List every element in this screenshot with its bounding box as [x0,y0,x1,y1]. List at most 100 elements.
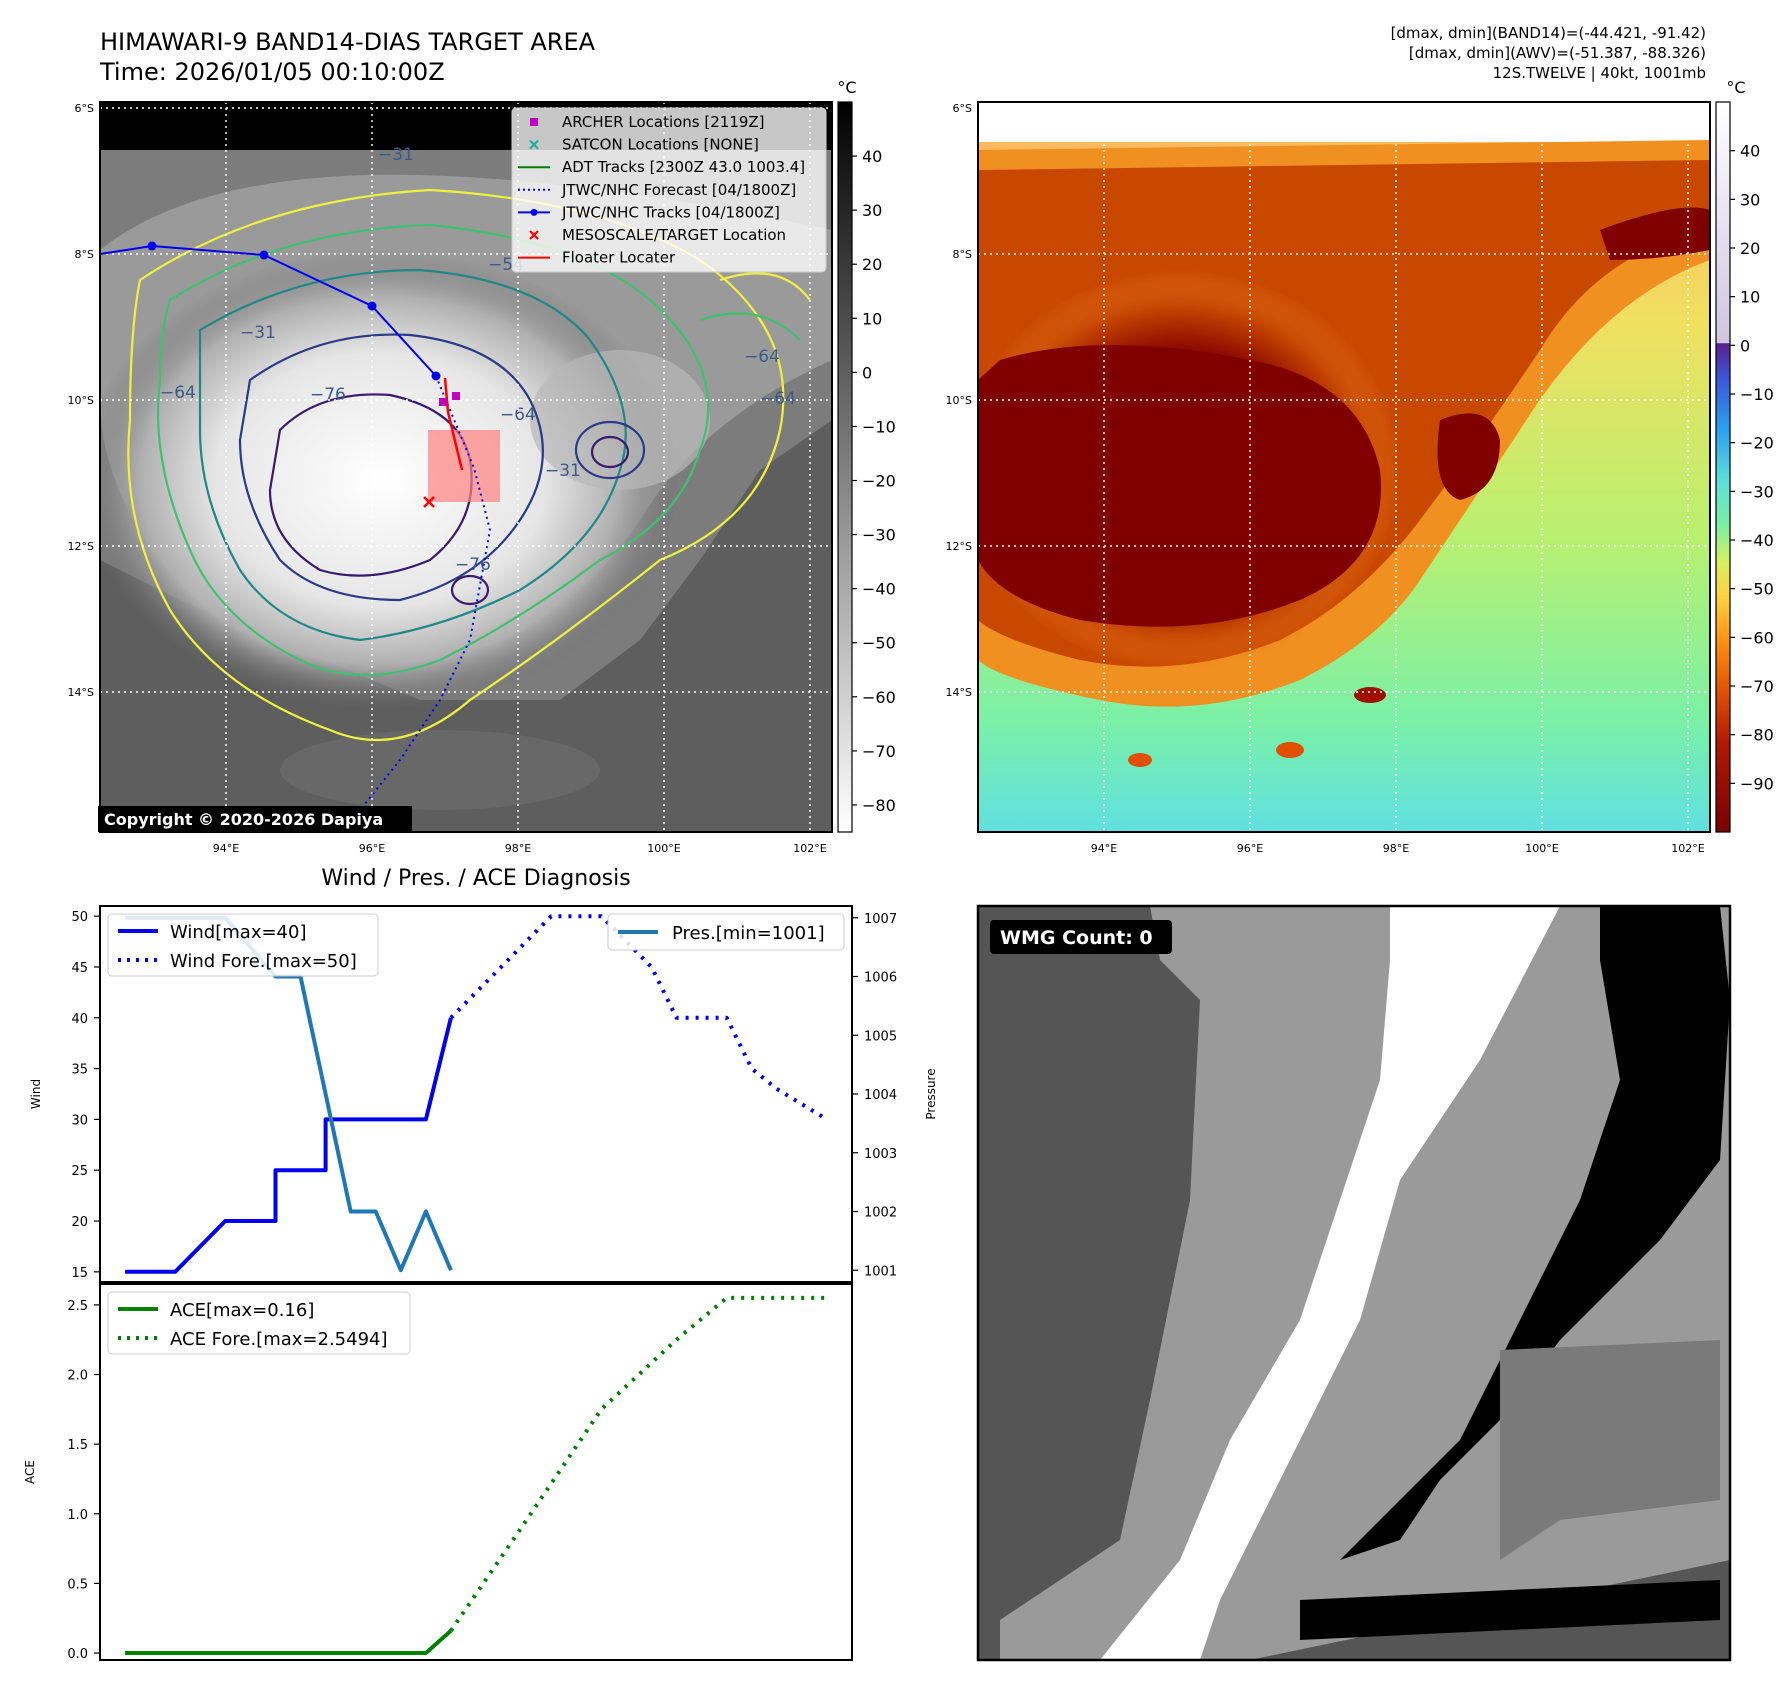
ir-legend-entry: ADT Tracks [2300Z 43.0 1003.4] [518,158,805,176]
colorbar-tick-label: −70 [862,742,896,761]
svg-text:94°E: 94°E [1091,842,1117,855]
ir-legend-entry: Floater Locater [518,249,676,267]
colorbar-tick-label: −10 [1740,385,1774,404]
awv-gridlines [978,102,1710,832]
awv-lat-labels: 6°S 8°S 10°S 12°S 14°S [946,102,972,699]
ace-y-ticks: 0.0 0.5 1.0 1.5 2.0 2.5 [67,1299,100,1662]
svg-text:12°S: 12°S [946,540,972,553]
colorbar-tick-label: 0 [862,363,872,382]
diagnosis-title: Wind / Pres. / ACE Diagnosis [321,866,630,891]
ir-contours [127,188,811,742]
svg-text:102°E: 102°E [793,842,826,855]
ace-axis-label: ACE [23,1460,37,1484]
y-right-tick-label: 1005 [864,1029,897,1044]
awv-map-frame [977,101,1711,833]
ir-contour-labels: −31 −54 −31 −64 −64 −64 −76 −64 −76 −31 [160,145,796,575]
y-tick-label: 40 [71,1012,88,1027]
svg-text:[dmax, dmin](AWV)=(-51.387, -8: [dmax, dmin](AWV)=(-51.387, -88.326) [1409,44,1706,62]
ir-lat-labels: 6°S 8°S 10°S 12°S 14°S [68,102,94,699]
y-right-tick-label: 1002 [864,1206,897,1221]
ir-lon-labels: 94°E 96°E 98°E 100°E 102°E [213,842,827,855]
series-line-wind [125,1017,453,1274]
ir-title-line1: HIMAWARI-9 BAND14-DIAS TARGET AREA [100,28,596,56]
y-tick-label: 1.5 [67,1438,88,1453]
colorbar-tick-label: 0 [1740,336,1750,355]
pressure-legend: Pres.[min=1001] [607,913,845,951]
colorbar-tick-label: −20 [1740,434,1774,453]
wmg-frame [976,904,1732,1662]
legend-ace-forecast-label: ACE Fore.[max=2.5494] [170,1329,388,1350]
colorbar-tick-label: −70 [1740,677,1774,696]
legend-label: SATCON Locations [NONE] [562,136,759,154]
series-line-ace [125,1629,453,1655]
colorbar-tick-label: −40 [862,580,896,599]
colorbar-tick-label: 20 [1740,239,1760,258]
wmg-count-badge: WMG Count: 0 [990,920,1172,954]
svg-text:100°E: 100°E [647,842,680,855]
jtwc-track-point [147,241,157,251]
colorbar-tick-label: −30 [1740,482,1774,501]
jtwc-track-point [367,301,377,311]
colorbar-tick-label: −90 [1740,774,1774,793]
ir-overlays [100,241,500,811]
svg-text:12S.TWELVE | 40kt, 1001mb: 12S.TWELVE | 40kt, 1001mb [1493,64,1706,82]
ace-panel: ACE 0.0 0.5 1.0 1.5 2.0 2.5 ACE[max=0.16] ACE… [23,1283,853,1662]
wmg-black-band [1340,906,1730,1560]
awv-satellite-image [978,102,1710,832]
legend-label: JTWC/NHC Forecast [04/1800Z] [561,181,796,199]
y-right-tick-label: 1001 [864,1264,897,1279]
colorbar-tick-label: −20 [862,472,896,491]
colorbar-tick-label: −50 [862,634,896,653]
ir-legend-entry: JTWC/NHC Forecast [04/1800Z] [518,181,796,199]
awv-lon-labels: 94°E 96°E 98°E 100°E 102°E [1091,842,1705,855]
y-tick-label: 0.5 [67,1577,88,1592]
wind-pressure-panel: Wind / Pres. / ACE Diagnosis Wind Pressu… [29,866,938,1283]
colorbar-tick-label: −50 [1740,580,1774,599]
wind-axis-label: Wind [29,1079,43,1109]
svg-text:−31: −31 [240,323,276,343]
ir-colorbar-unit: °C [837,78,856,97]
pressure-axis-label: Pressure [924,1068,938,1119]
legend-wind-forecast-label: Wind Fore.[max=50] [170,951,357,972]
legend-marker-x [529,139,539,150]
svg-text:14°S: 14°S [946,686,972,699]
series-line-wind-fore [449,914,828,1122]
y-tick-label: 30 [71,1113,88,1128]
colorbar-tick-label: 30 [862,201,882,220]
wind-y-ticks: 15 20 25 30 35 40 45 50 [71,910,100,1281]
pressure-y-ticks: 1001 1002 1003 1004 1005 1006 1007 [852,912,897,1279]
jtwc-track-point [259,250,269,260]
y-tick-label: 25 [71,1164,88,1179]
colorbar-tick-label: −80 [1740,726,1774,745]
colorbar-tick-label: −60 [862,688,896,707]
colorbar-tick-label: −30 [862,526,896,545]
svg-text:10°S: 10°S [68,394,94,407]
colorbar-tick-label: −40 [1740,531,1774,550]
copyright-text: Copyright © 2020-2026 Dapiya [104,810,383,829]
colorbar-tick-label: −80 [862,796,896,815]
colorbar-tick-label: −10 [862,417,896,436]
svg-text:14°S: 14°S [68,686,94,699]
legend-wind-label: Wind[max=40] [170,922,307,943]
svg-text:6°S: 6°S [953,102,972,115]
colorbar-tick-label: 40 [1740,142,1760,161]
legend-label: ADT Tracks [2300Z 43.0 1003.4] [562,158,805,176]
wind-legend: Wind[max=40] Wind Fore.[max=50] [107,913,379,977]
ir-panel: HIMAWARI-9 BAND14-DIAS TARGET AREA Time:… [68,28,896,855]
colorbar-tick-label: 10 [1740,288,1760,307]
svg-text:94°E: 94°E [213,842,239,855]
legend-label: ARCHER Locations [2119Z] [562,113,765,131]
archer-location-marker [439,398,447,406]
wmg-mid-gray-patch [1500,1340,1720,1560]
y-tick-label: 20 [71,1215,88,1230]
legend-marker-x [529,230,539,240]
svg-text:102°E: 102°E [1671,842,1704,855]
target-box [428,430,500,502]
ace-legend: ACE[max=0.16] ACE Fore.[max=2.5494] [107,1291,411,1355]
y-tick-label: 15 [71,1266,88,1281]
svg-text:96°E: 96°E [359,842,385,855]
svg-text:−31: −31 [378,145,414,165]
series-line-ace-fore [449,1295,827,1632]
y-tick-label: 1.0 [67,1508,88,1523]
